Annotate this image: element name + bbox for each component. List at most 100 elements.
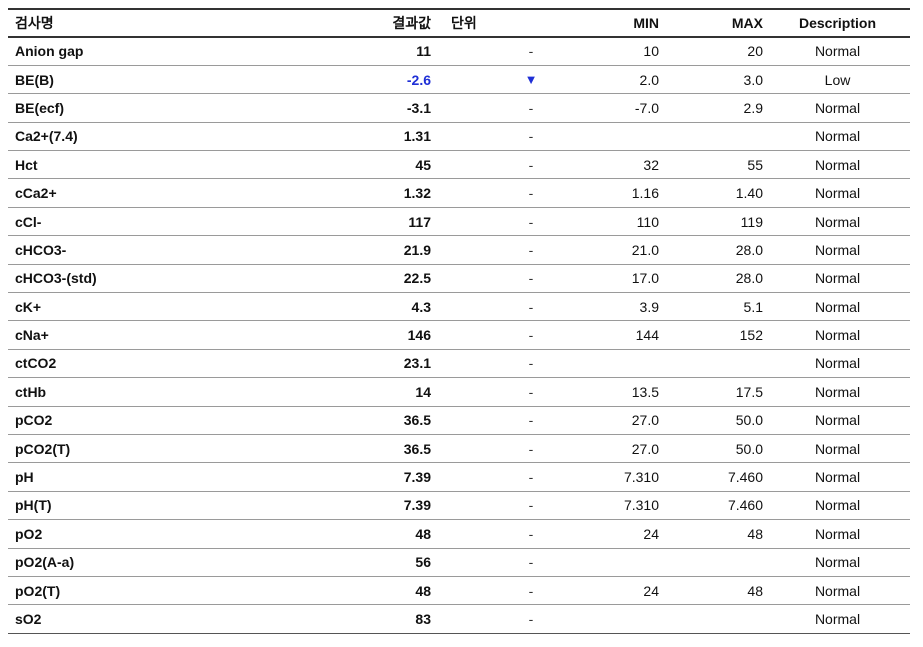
header-test-name[interactable]: 검사명	[8, 8, 343, 38]
table-row[interactable]: Hct 45 -32 55 Normal	[8, 150, 910, 180]
result-value-cell: 48	[343, 576, 437, 606]
description-cell: Normal	[765, 491, 910, 521]
description-cell: Normal	[765, 292, 910, 322]
flag-cell: -	[501, 519, 561, 549]
min-cell	[561, 548, 661, 577]
description-cell: Normal	[765, 576, 910, 606]
result-value-cell: 56	[343, 548, 437, 577]
table-row[interactable]: sO2 83 - Normal	[8, 604, 910, 634]
test-name-cell: ctHb	[8, 377, 343, 407]
test-name-cell: cCa2+	[8, 178, 343, 208]
description-cell: Normal	[765, 377, 910, 407]
unit-cell	[437, 462, 501, 492]
max-cell: 7.460	[661, 491, 765, 521]
description-cell: Normal	[765, 349, 910, 379]
max-cell: 152	[661, 320, 765, 350]
table-row[interactable]: ctCO2 23.1 - Normal	[8, 349, 910, 379]
min-cell: 21.0	[561, 235, 661, 265]
max-cell: 50.0	[661, 434, 765, 464]
flag-cell: -	[501, 462, 561, 492]
flag-cell: -	[501, 320, 561, 350]
table-row[interactable]: pH 7.39 -7.310 7.460 Normal	[8, 462, 910, 492]
table-row[interactable]: cCa2+ 1.32 -1.16 1.40 Normal	[8, 178, 910, 208]
min-cell: 110	[561, 207, 661, 237]
unit-cell	[437, 349, 501, 379]
max-cell: 28.0	[661, 235, 765, 265]
header-row: 검사명 결과값 단위 MIN MAX Description	[8, 8, 910, 38]
table-row[interactable]: Anion gap 11 -10 20 Normal	[8, 37, 910, 66]
flag-cell: -	[501, 491, 561, 521]
result-value-cell: 45	[343, 150, 437, 180]
unit-cell	[437, 207, 501, 237]
table-row[interactable]: BE(B) -2.6 ▼ 2.0 3.0 Low	[8, 65, 910, 95]
description-cell: Normal	[765, 548, 910, 577]
result-value-cell: -2.6	[343, 65, 437, 95]
unit-cell	[437, 178, 501, 208]
flag-cell: -	[501, 406, 561, 435]
max-cell: 1.40	[661, 178, 765, 208]
test-name-cell: BE(ecf)	[8, 93, 343, 123]
max-cell	[661, 122, 765, 152]
description-cell: Normal	[765, 235, 910, 265]
flag-cell: -	[501, 93, 561, 123]
test-name-cell: Hct	[8, 150, 343, 180]
description-cell: Normal	[765, 37, 910, 66]
result-value-cell: -3.1	[343, 93, 437, 123]
header-min[interactable]: MIN	[561, 8, 661, 38]
unit-cell	[437, 37, 501, 66]
flag-cell: -	[501, 150, 561, 180]
unit-cell	[437, 65, 501, 95]
result-value-cell: 22.5	[343, 264, 437, 294]
table-row[interactable]: pO2(T) 48-24 48 Normal	[8, 576, 910, 606]
max-cell: 48	[661, 576, 765, 606]
description-cell: Normal	[765, 406, 910, 435]
table-row[interactable]: cHCO3-(std) 22.5 -17.0 28.0 Normal	[8, 264, 910, 294]
result-value-cell: 14	[343, 377, 437, 407]
max-cell: 20	[661, 37, 765, 66]
description-cell: Normal	[765, 178, 910, 208]
max-cell: 50.0	[661, 406, 765, 435]
table-row[interactable]: pO2(A-a) 56 - Normal	[8, 548, 910, 577]
table-row[interactable]: ctHb 14 -13.5 17.5 Normal	[8, 377, 910, 407]
header-unit[interactable]: 단위	[437, 8, 501, 38]
description-cell: Normal	[765, 150, 910, 180]
result-value-cell: 11	[343, 37, 437, 66]
test-name-cell: pH	[8, 462, 343, 492]
table-row[interactable]: pCO2 36.5 -27.0 50.0 Normal	[8, 406, 910, 435]
min-cell: 13.5	[561, 377, 661, 407]
table-row[interactable]: Ca2+(7.4) 1.31 - Normal	[8, 122, 910, 152]
table-row[interactable]: cNa+ 146 -144 152 Normal	[8, 320, 910, 350]
max-cell: 55	[661, 150, 765, 180]
description-cell: Normal	[765, 320, 910, 350]
header-max[interactable]: MAX	[661, 8, 765, 38]
unit-cell	[437, 519, 501, 549]
flag-cell: -	[501, 576, 561, 606]
table-row[interactable]: cCl- 117 -110 119 Normal	[8, 207, 910, 237]
unit-cell	[437, 406, 501, 435]
result-value-cell: 117	[343, 207, 437, 237]
unit-cell	[437, 604, 501, 634]
test-name-cell: cCl-	[8, 207, 343, 237]
header-flag[interactable]	[501, 8, 561, 38]
table-row[interactable]: cHCO3- 21.9 -21.0 28.0 Normal	[8, 235, 910, 265]
flag-cell: -	[501, 264, 561, 294]
table-row[interactable]: pH(T) 7.39 -7.310 7.460 Normal	[8, 491, 910, 521]
max-cell: 7.460	[661, 462, 765, 492]
description-cell: Normal	[765, 207, 910, 237]
test-name-cell: cK+	[8, 292, 343, 322]
table-row[interactable]: pO2 48-24 48 Normal	[8, 519, 910, 549]
test-name-cell: sO2	[8, 604, 343, 634]
table-row[interactable]: cK+ 4.3 -3.9 5.1 Normal	[8, 292, 910, 322]
header-description[interactable]: Description	[765, 8, 910, 38]
max-cell: 119	[661, 207, 765, 237]
test-name-cell: pCO2	[8, 406, 343, 435]
unit-cell	[437, 235, 501, 265]
table-row[interactable]: pCO2(T) 36.5 -27.0 50.0 Normal	[8, 434, 910, 464]
flag-cell: -	[501, 178, 561, 208]
header-result[interactable]: 결과값	[343, 8, 437, 38]
unit-cell	[437, 377, 501, 407]
table-header: 검사명 결과값 단위 MIN MAX Description	[8, 8, 910, 38]
flag-cell: -	[501, 292, 561, 322]
flag-cell: -	[501, 434, 561, 464]
table-row[interactable]: BE(ecf) -3.1 - -7.0 2.9 Normal	[8, 93, 910, 123]
